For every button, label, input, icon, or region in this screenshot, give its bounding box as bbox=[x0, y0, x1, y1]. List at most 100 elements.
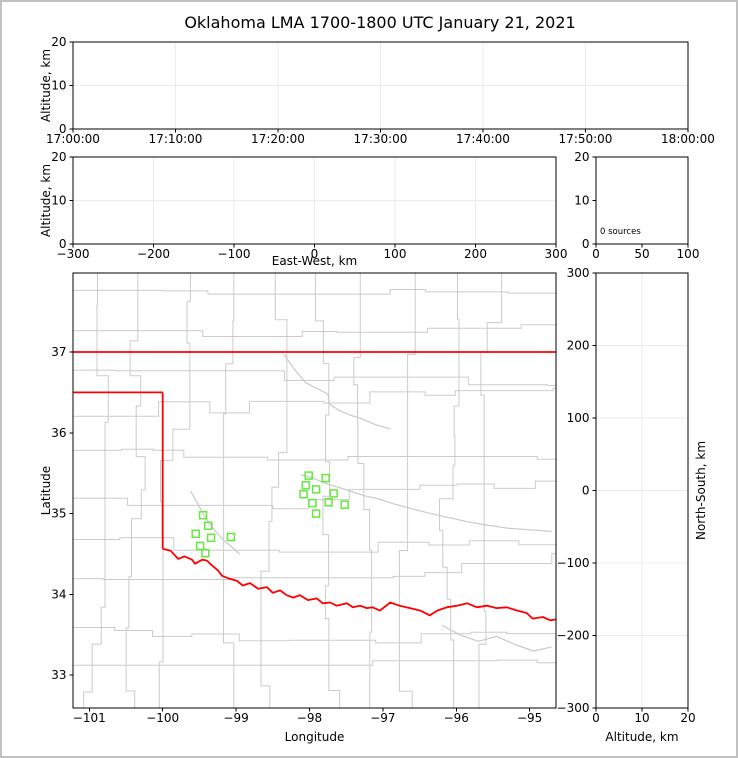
panel-plan-map: −101 −100 −99 −98 −97 −96 −95 33 34 35 36 37 Longitu… bbox=[39, 272, 557, 744]
county-boundary-line bbox=[260, 273, 288, 708]
y-tick-label: −200 bbox=[557, 629, 590, 643]
x-axis-label: Altitude, km bbox=[605, 730, 678, 744]
x-tick-label: −97 bbox=[370, 711, 395, 725]
x-tick-label: −95 bbox=[517, 711, 542, 725]
y-tick-label: 100 bbox=[567, 411, 590, 425]
y-axis-label: Altitude, km bbox=[39, 49, 53, 122]
source-count-annotation: 0 sources bbox=[600, 227, 641, 237]
county-boundary-line bbox=[73, 369, 556, 386]
x-tick-label: 17:10:00 bbox=[149, 132, 203, 146]
y-axis bbox=[69, 351, 73, 676]
y-tick-label: −100 bbox=[557, 556, 590, 570]
axes-frame bbox=[72, 272, 557, 709]
y-axis bbox=[592, 156, 596, 245]
y-tick-label: 20 bbox=[51, 150, 66, 164]
x-tick-label: 0 bbox=[592, 711, 600, 725]
x-axis bbox=[595, 708, 689, 712]
y-axis-label: North-South, km bbox=[694, 441, 708, 540]
x-axis-label: East-West, km bbox=[272, 254, 358, 268]
river-line bbox=[441, 624, 552, 652]
y-tick-label: 33 bbox=[51, 668, 66, 682]
x-tick-label: 200 bbox=[464, 247, 487, 261]
county-boundary-line bbox=[478, 273, 503, 708]
lma-station-marker bbox=[201, 548, 210, 558]
county-boundary-line bbox=[83, 273, 109, 708]
county-boundary-line bbox=[125, 273, 146, 708]
lma-station-marker bbox=[324, 498, 333, 507]
x-tick-label: 17:50:00 bbox=[559, 132, 613, 146]
gridlines bbox=[596, 273, 688, 708]
gridlines bbox=[73, 42, 688, 129]
x-tick-label: −200 bbox=[137, 247, 170, 261]
x-tick-label: −300 bbox=[57, 247, 90, 261]
y-tick-label: 36 bbox=[51, 426, 66, 440]
county-boundary-line bbox=[73, 659, 556, 666]
x-axis bbox=[88, 708, 531, 712]
y-tick-label: 20 bbox=[51, 35, 66, 49]
panel-time-height: 17:00:00 17:10:00 17:20:00 17:30:00 17:40:00… bbox=[39, 35, 715, 146]
y-tick-label: 35 bbox=[51, 507, 66, 521]
y-tick-label: 20 bbox=[574, 150, 589, 164]
y-tick-label: 0 bbox=[59, 122, 67, 136]
x-axis bbox=[595, 244, 689, 248]
panel-ew-height: −300 −200 −100 0 100 200 300 0 10 20 East-West, km… bbox=[39, 150, 567, 268]
county-boundary-line bbox=[314, 273, 341, 708]
x-tick-label: 17:30:00 bbox=[354, 132, 408, 146]
lma-station-marker bbox=[311, 509, 321, 518]
y-tick-label: 200 bbox=[567, 339, 590, 353]
y-tick-label: 10 bbox=[574, 194, 589, 208]
lma-station-marker bbox=[304, 471, 313, 480]
x-tick-label: 18:00:00 bbox=[661, 132, 715, 146]
x-tick-label: 17:20:00 bbox=[251, 132, 305, 146]
y-axis bbox=[69, 156, 73, 245]
lma-station-marker bbox=[311, 485, 321, 494]
county-boundary-line bbox=[439, 273, 460, 708]
county-boundary-line bbox=[73, 480, 556, 510]
lma-station-marker bbox=[308, 498, 317, 508]
county-boundary-line bbox=[73, 627, 556, 644]
x-tick-label: −100 bbox=[218, 247, 251, 261]
x-tick-label: 300 bbox=[545, 247, 568, 261]
x-tick-label: −96 bbox=[444, 711, 469, 725]
x-tick-label: −98 bbox=[297, 711, 322, 725]
county-boundary-line bbox=[158, 273, 191, 708]
gridlines bbox=[73, 157, 556, 244]
state-border-red-river-border bbox=[162, 548, 556, 622]
plot-root: 17:00:00 17:10:00 17:20:00 17:30:00 17:40:00… bbox=[39, 35, 715, 744]
y-tick-label: 10 bbox=[51, 194, 66, 208]
y-tick-label: 10 bbox=[51, 79, 66, 93]
y-axis-label: Latitude bbox=[39, 466, 53, 515]
map-content bbox=[73, 273, 556, 708]
lma-station-marker bbox=[340, 500, 349, 509]
county-boundary-line bbox=[73, 324, 556, 337]
x-tick-label: 17:00:00 bbox=[46, 132, 100, 146]
lma-station-marker bbox=[329, 489, 338, 498]
county-boundary-line bbox=[223, 273, 235, 708]
x-tick-label: 0 bbox=[311, 247, 319, 261]
x-tick-label: −99 bbox=[223, 711, 248, 725]
y-tick-label: 0 bbox=[582, 484, 590, 498]
lma-station-marker bbox=[321, 473, 330, 483]
lma-station-marker bbox=[299, 489, 308, 499]
x-tick-label: 10 bbox=[634, 711, 649, 725]
x-tick-label: 100 bbox=[384, 247, 407, 261]
county-boundary-line bbox=[398, 273, 416, 708]
y-tick-label: −300 bbox=[557, 701, 590, 715]
y-axis bbox=[592, 272, 596, 709]
river-line bbox=[283, 354, 391, 430]
county-boundary-line bbox=[353, 273, 373, 708]
county-boundary-line bbox=[73, 537, 556, 553]
lma-station-marker bbox=[301, 481, 311, 490]
y-tick-label: 0 bbox=[59, 237, 67, 251]
y-tick-label: 300 bbox=[567, 266, 590, 280]
county-boundary-line bbox=[73, 448, 556, 461]
lma-station-marker bbox=[206, 533, 216, 543]
x-tick-label: 0 bbox=[592, 247, 600, 261]
lma-station-marker bbox=[226, 532, 236, 542]
x-tick-label: −101 bbox=[73, 711, 106, 725]
y-tick-label: 34 bbox=[51, 587, 66, 601]
x-tick-label: 20 bbox=[680, 711, 695, 725]
lma-station-marker bbox=[198, 510, 208, 520]
